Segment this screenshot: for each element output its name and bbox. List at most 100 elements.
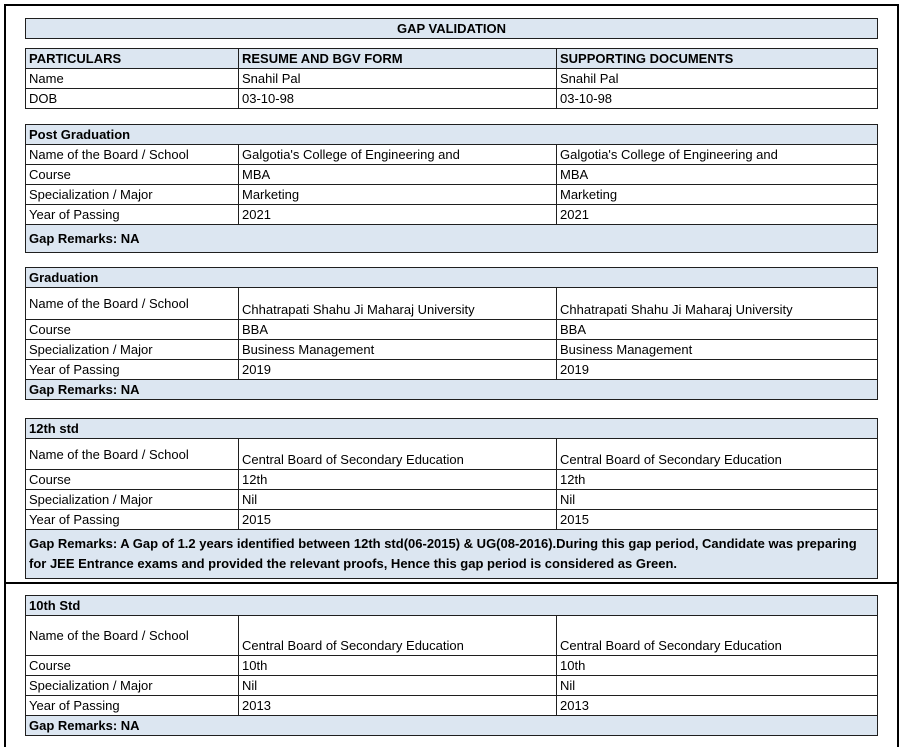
section-title: Post Graduation bbox=[24, 124, 879, 145]
row: Year of Passing 2015 2015 bbox=[25, 509, 879, 530]
row: Course BBA BBA bbox=[25, 319, 879, 340]
cell: 03-10-98 bbox=[556, 88, 878, 109]
row: Gap Remarks: NA bbox=[24, 715, 879, 736]
cell: DOB bbox=[25, 88, 239, 109]
cell: MBA bbox=[555, 164, 879, 185]
cell: Central Board of Secondary Education bbox=[555, 615, 879, 656]
row: Post Graduation bbox=[24, 124, 879, 145]
section-table: Post Graduation Name of the Board / Schoo… bbox=[24, 124, 879, 253]
cell: 12th bbox=[238, 469, 557, 490]
cell: 12th bbox=[555, 469, 879, 490]
cell: Course bbox=[25, 319, 239, 340]
row: Specialization / Major Marketing Marketing bbox=[25, 184, 879, 205]
cell: Galgotia's College of Engineering and bbox=[238, 144, 557, 165]
row: Name of the Board / School Galgotia's Col… bbox=[25, 144, 879, 165]
row: Gap Remarks: NA bbox=[24, 379, 879, 400]
frame bbox=[4, 582, 899, 747]
cell: Year of Passing bbox=[25, 695, 239, 716]
section-table: Graduation Name of the Board / School Chha… bbox=[24, 267, 879, 400]
cell: BBA bbox=[555, 319, 879, 340]
cell: Specialization / Major bbox=[25, 339, 239, 360]
row: Name of the Board / School Central Board … bbox=[25, 615, 879, 656]
section-title: 10th Std bbox=[24, 595, 879, 616]
row: Specialization / Major Nil Nil bbox=[25, 675, 879, 696]
row: Gap Remarks: A Gap of 1.2 years identifi… bbox=[24, 529, 879, 579]
cell: Chhatrapati Shahu Ji Maharaj University bbox=[238, 287, 557, 320]
row: Specialization / Major Business Managemen… bbox=[25, 339, 879, 360]
cell: 2021 bbox=[238, 204, 557, 225]
title: GAP VALIDATION bbox=[25, 18, 878, 39]
cell: Nil bbox=[555, 675, 879, 696]
section-title: 12th std bbox=[24, 418, 879, 439]
cell: Specialization / Major bbox=[25, 675, 239, 696]
cell: Year of Passing bbox=[25, 509, 239, 530]
cell: Central Board of Secondary Education bbox=[555, 438, 879, 470]
cell: 2019 bbox=[238, 359, 557, 380]
section-title: Graduation bbox=[24, 267, 879, 288]
gap-remarks: Gap Remarks: NA bbox=[24, 715, 879, 736]
row: Specialization / Major Nil Nil bbox=[25, 489, 879, 510]
row: Name Snahil Pal Snahil Pal bbox=[25, 68, 878, 89]
row: Name of the Board / School Central Board … bbox=[25, 438, 879, 470]
column-header: SUPPORTING DOCUMENTS bbox=[556, 48, 878, 69]
row: Name of the Board / School Chhatrapati Sh… bbox=[25, 287, 879, 320]
row: 12th std bbox=[24, 418, 879, 439]
row: Year of Passing 2013 2013 bbox=[25, 695, 879, 716]
gap-remarks: Gap Remarks: A Gap of 1.2 years identifi… bbox=[24, 529, 879, 579]
cell: Snahil Pal bbox=[238, 68, 557, 89]
row: Course 12th 12th bbox=[25, 469, 879, 490]
row: DOB 03-10-98 03-10-98 bbox=[25, 88, 878, 109]
cell: 10th bbox=[238, 655, 557, 676]
section-table: 10th Std Name of the Board / School Centra… bbox=[24, 595, 879, 736]
cell: Course bbox=[25, 655, 239, 676]
cell: Course bbox=[25, 469, 239, 490]
gap-remarks: Gap Remarks: NA bbox=[24, 224, 879, 253]
cell: Name of the Board / School bbox=[25, 438, 239, 470]
cell: Year of Passing bbox=[25, 204, 239, 225]
cell: Nil bbox=[238, 675, 557, 696]
cell: Chhatrapati Shahu Ji Maharaj University bbox=[555, 287, 879, 320]
row: GAP VALIDATION bbox=[25, 18, 878, 39]
cell: Name of the Board / School bbox=[25, 615, 239, 656]
cell: Business Management bbox=[555, 339, 879, 360]
cell: Central Board of Secondary Education bbox=[238, 438, 557, 470]
cell: Year of Passing bbox=[25, 359, 239, 380]
row: PARTICULARS RESUME AND BGV FORM SUPPORTING… bbox=[25, 48, 878, 69]
cell: Name of the Board / School bbox=[25, 287, 239, 320]
row: Year of Passing 2019 2019 bbox=[25, 359, 879, 380]
column-header: PARTICULARS bbox=[25, 48, 239, 69]
section-table: 12th std Name of the Board / School Centra… bbox=[24, 418, 879, 579]
cell: Name of the Board / School bbox=[25, 144, 239, 165]
gap-remarks: Gap Remarks: NA bbox=[24, 379, 879, 400]
row: Year of Passing 2021 2021 bbox=[25, 204, 879, 225]
row: Gap Remarks: NA bbox=[24, 224, 879, 253]
cell: Snahil Pal bbox=[556, 68, 878, 89]
cell: 2019 bbox=[555, 359, 879, 380]
cell: MBA bbox=[238, 164, 557, 185]
cell: Specialization / Major bbox=[25, 489, 239, 510]
cell: Business Management bbox=[238, 339, 557, 360]
cell: Marketing bbox=[555, 184, 879, 205]
row: Course 10th 10th bbox=[25, 655, 879, 676]
cell: BBA bbox=[238, 319, 557, 340]
cell: Name bbox=[25, 68, 239, 89]
cell: Marketing bbox=[238, 184, 557, 205]
cell: 2015 bbox=[555, 509, 879, 530]
cell: Nil bbox=[238, 489, 557, 510]
row: Course MBA MBA bbox=[25, 164, 879, 185]
row: 10th Std bbox=[24, 595, 879, 616]
cell: 2013 bbox=[555, 695, 879, 716]
cell: Galgotia's College of Engineering and bbox=[555, 144, 879, 165]
cell: 03-10-98 bbox=[238, 88, 557, 109]
row: Graduation bbox=[24, 267, 879, 288]
title-table: GAP VALIDATION bbox=[25, 18, 878, 39]
column-header: RESUME AND BGV FORM bbox=[238, 48, 557, 69]
cell: 10th bbox=[555, 655, 879, 676]
cell: Central Board of Secondary Education bbox=[238, 615, 557, 656]
cell: Specialization / Major bbox=[25, 184, 239, 205]
cell: Course bbox=[25, 164, 239, 185]
cell: 2015 bbox=[238, 509, 557, 530]
cell: 2013 bbox=[238, 695, 557, 716]
cell: Nil bbox=[555, 489, 879, 510]
